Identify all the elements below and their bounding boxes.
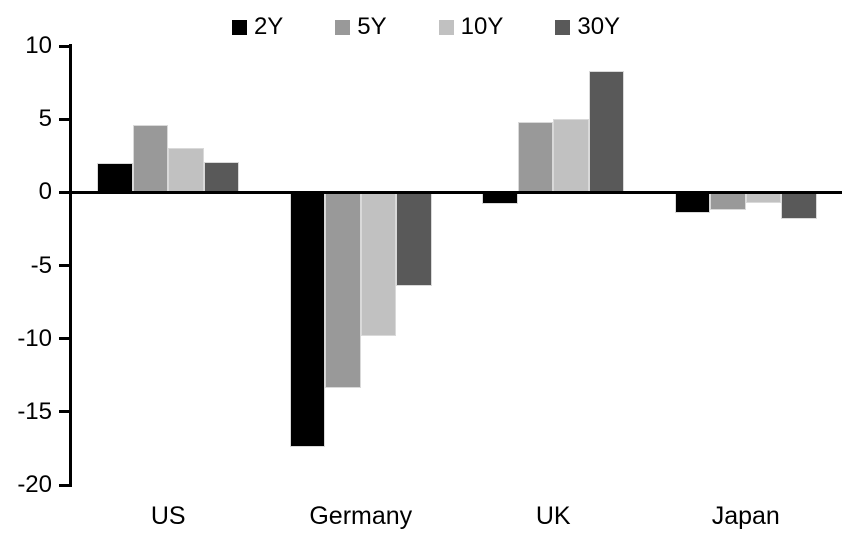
y-axis-tick [59, 337, 70, 341]
y-tick-label: -15 [17, 397, 52, 425]
y-tick-label: -20 [17, 471, 52, 498]
bar-germany-5y [325, 192, 361, 389]
legend-item-30y: 30Y [555, 15, 620, 39]
legend-swatch-icon [231, 19, 247, 35]
legend-label: 10Y [460, 13, 504, 40]
bar-germany-30y [396, 192, 432, 286]
bar-uk-2y [482, 192, 518, 205]
legend-swatch-icon [335, 19, 351, 35]
y-tick-label: -10 [17, 324, 52, 352]
legend-item-10y: 10Y [438, 13, 504, 40]
y-tick-label: -5 [30, 251, 52, 279]
legend-label: 30Y [577, 13, 621, 40]
legend-swatch-icon [555, 19, 571, 35]
bar-us-30y [203, 161, 240, 193]
bar-germany-2y [289, 192, 326, 447]
y-axis-tick [59, 483, 70, 487]
legend-label: 2Y [253, 13, 284, 40]
x-category-label: UK [535, 502, 571, 530]
y-tick-label: 10 [25, 32, 52, 59]
x-category-label: US [150, 502, 186, 530]
bar-japan-5y [710, 192, 746, 210]
bar-us-2y [97, 163, 133, 193]
legend-item-5y: 5Y [335, 13, 387, 40]
legend-swatch-icon [438, 19, 454, 35]
y-axis-tick [59, 190, 70, 194]
y-axis-tick [59, 117, 70, 121]
plot-area: 10 5 0 -5 -10 -15 -20 [17, 34, 842, 497]
zero-baseline [72, 190, 842, 194]
bar-japan-2y [674, 192, 711, 213]
legend-label: 5Y [357, 13, 387, 40]
x-category-label: Germany [309, 502, 413, 530]
bar-japan-30y [781, 192, 817, 219]
bar-uk-30y [588, 70, 625, 193]
y-axis-line [69, 44, 72, 487]
bar-us-5y [132, 125, 169, 193]
legend-item-2y: 2Y [231, 13, 284, 40]
x-category-label: Japan [711, 502, 780, 530]
bar-uk-10y [553, 119, 589, 193]
bar-japan-10y [745, 192, 782, 203]
y-tick-label: 5 [38, 105, 52, 133]
chart-legend: 2Y 5Y 10Y 30Y [0, 15, 852, 39]
y-axis-tick [59, 44, 70, 48]
bar-germany-10y [360, 192, 397, 336]
y-axis-tick [59, 410, 70, 414]
bar-us-10y [168, 148, 204, 193]
y-tick-label: 0 [38, 178, 52, 206]
y-axis-tick [59, 264, 70, 267]
bar-uk-5y [517, 122, 554, 193]
